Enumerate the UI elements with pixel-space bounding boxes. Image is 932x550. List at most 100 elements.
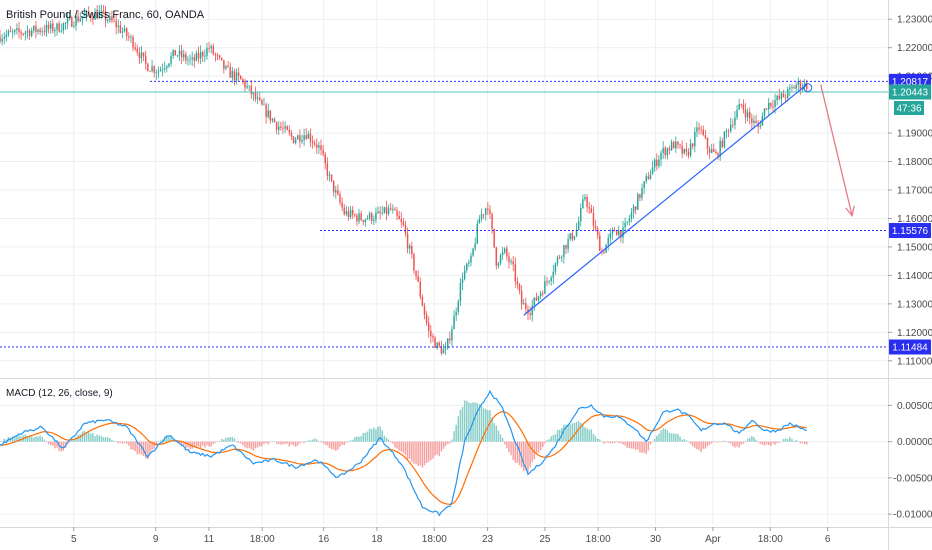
macd-histogram-bar bbox=[527, 441, 529, 473]
macd-histogram-bar bbox=[292, 441, 295, 446]
macd-histogram-bar bbox=[354, 437, 356, 442]
candle-body bbox=[563, 245, 565, 257]
candle-body bbox=[142, 52, 145, 56]
macd-histogram-bar bbox=[770, 441, 772, 446]
macd-histogram-bar bbox=[713, 441, 715, 442]
macd-histogram-bar bbox=[607, 441, 609, 443]
candle-body bbox=[7, 30, 10, 35]
time-tick-label: 16 bbox=[318, 534, 330, 545]
candle-body bbox=[603, 252, 605, 254]
macd-histogram-bar bbox=[748, 437, 751, 442]
candle-body bbox=[484, 208, 487, 215]
macd-indicator-title[interactable]: MACD (12, 26, close, 9) bbox=[6, 388, 113, 399]
time-tick-label: 18:00 bbox=[586, 534, 611, 545]
macd-histogram-bar bbox=[0, 440, 1, 442]
candle-body bbox=[582, 199, 584, 209]
price-tick-label: 1.18000 bbox=[897, 157, 932, 168]
candle-body bbox=[87, 11, 90, 15]
candle-body bbox=[514, 264, 517, 282]
macd-histogram-bar bbox=[90, 433, 92, 442]
macd-histogram-bar bbox=[417, 441, 419, 466]
macd-histogram-bar bbox=[259, 441, 261, 447]
candle-body bbox=[373, 219, 375, 221]
candle-body bbox=[318, 145, 320, 148]
projection-arrow-head[interactable] bbox=[845, 205, 855, 218]
macd-histogram-bar bbox=[660, 430, 662, 442]
macd-histogram-bar bbox=[47, 441, 50, 445]
macd-histogram-bar bbox=[37, 436, 39, 442]
macd-histogram-bar bbox=[366, 431, 369, 442]
candle-body bbox=[666, 148, 669, 156]
macd-histogram-bar bbox=[459, 409, 462, 442]
trend-line[interactable] bbox=[523, 84, 808, 316]
price-overlays[interactable] bbox=[0, 80, 888, 348]
candle-body bbox=[216, 55, 219, 57]
macd-histogram-bar bbox=[734, 441, 736, 448]
candle-body bbox=[11, 31, 14, 33]
macd-tick-label: 0.00500 bbox=[897, 401, 932, 412]
macd-histogram-bar bbox=[582, 424, 584, 442]
candle-body bbox=[763, 108, 766, 116]
candle-body bbox=[377, 211, 379, 214]
macd-histogram-bar bbox=[368, 428, 371, 442]
candle-body bbox=[163, 68, 166, 70]
price-axis[interactable]: 1.11000 1.12000 1.13000 1.14000 1.15000 1.160… bbox=[888, 0, 932, 550]
macd-histogram-bar bbox=[780, 441, 783, 443]
candle-body bbox=[267, 110, 269, 117]
macd-histogram-bar bbox=[263, 441, 265, 444]
macd-histogram-bar bbox=[573, 422, 576, 442]
macd-histogram-bar bbox=[683, 439, 685, 442]
time-tick-label: 9 bbox=[153, 534, 159, 545]
macd-histogram-bar bbox=[406, 441, 409, 460]
macd-histogram-bar bbox=[470, 403, 472, 442]
candle-body bbox=[596, 228, 599, 236]
candle-body bbox=[497, 263, 500, 266]
candle-body bbox=[419, 281, 422, 297]
macd-histogram-bar bbox=[413, 441, 415, 464]
candle-body bbox=[440, 346, 443, 354]
candle-body bbox=[125, 28, 128, 37]
candle-body bbox=[231, 71, 234, 78]
macd-histogram-bar bbox=[484, 408, 487, 442]
candle-body bbox=[292, 136, 295, 144]
macd-histogram-bar bbox=[313, 438, 316, 442]
candle-body bbox=[284, 126, 286, 129]
macd-histogram-bar bbox=[373, 427, 375, 442]
macd-axis[interactable]: 0.00500 0.00000 -0.00500 -0.01000 bbox=[888, 401, 932, 521]
macd-histogram-bar bbox=[322, 441, 324, 444]
macd-histogram-bar bbox=[449, 441, 451, 444]
trend-line-handle[interactable] bbox=[803, 83, 813, 93]
candle-body bbox=[381, 212, 383, 214]
candle-body bbox=[85, 11, 88, 15]
candle-body bbox=[172, 49, 174, 56]
candle-body bbox=[569, 233, 571, 240]
macd-histogram-bar bbox=[535, 441, 538, 454]
time-axis[interactable]: 5 9 11 18:00 16 18 18:00 23 25 18:00 30 Apr 18:00 6 bbox=[0, 527, 932, 545]
candle-body bbox=[451, 329, 453, 341]
macd-histogram-bar bbox=[444, 441, 447, 447]
candle-body bbox=[301, 140, 303, 142]
candle-body bbox=[30, 30, 33, 36]
projection-arrow[interactable] bbox=[820, 84, 853, 216]
macd-histogram-bar bbox=[634, 441, 637, 450]
macd-histogram-bar bbox=[531, 441, 533, 463]
candle-body bbox=[719, 140, 721, 157]
macd-histogram-bar bbox=[421, 441, 424, 468]
candle-body bbox=[244, 80, 246, 88]
macd-histogram-bar bbox=[765, 441, 768, 445]
macd-histogram-bar bbox=[791, 439, 793, 442]
candle-body bbox=[567, 239, 569, 249]
macd-histogram-bar bbox=[793, 440, 795, 442]
candle-body bbox=[193, 57, 196, 61]
chart-title: British Pound / Swiss Franc, 60, OANDA bbox=[6, 9, 205, 21]
macd-histogram-bar bbox=[92, 433, 94, 442]
macd-histogram-bar bbox=[700, 441, 702, 453]
macd-histogram-bar bbox=[187, 441, 189, 448]
macd-histogram-bar bbox=[332, 441, 335, 450]
candle-body bbox=[94, 11, 96, 20]
candle-body bbox=[512, 261, 514, 265]
price-tick-label: 1.15000 bbox=[897, 242, 932, 253]
macd-histogram-bar bbox=[299, 441, 301, 444]
macd-histogram-bar bbox=[128, 441, 130, 446]
